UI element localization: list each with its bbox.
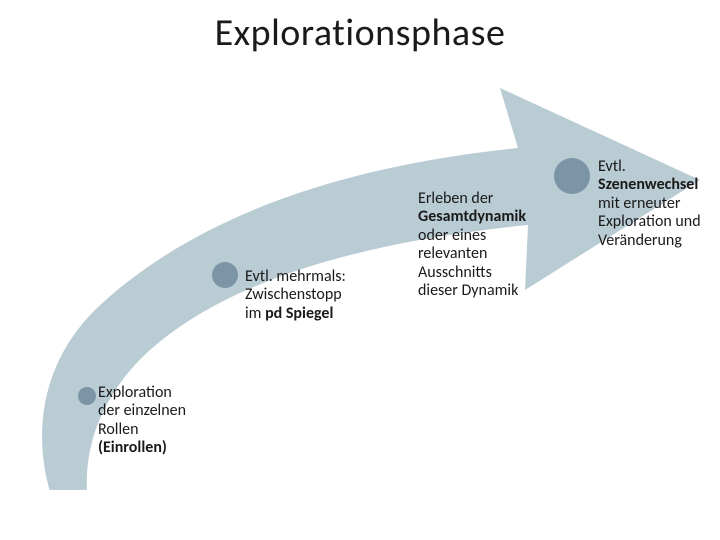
page-title: Explorationsphase [0, 10, 720, 56]
node-label-n4: Evtl.Szenenwechselmit erneuterExploratio… [598, 158, 718, 250]
diagram-stage: Explorationsphase Explorationder einzeln… [0, 0, 720, 540]
node-label-n1: Explorationder einzelnenRollen(Einrollen… [98, 384, 238, 458]
node-dot-n2 [212, 262, 238, 288]
node-dot-n1 [78, 387, 96, 405]
node-label-n3: Erleben derGesamtdynamikoder einesreleva… [418, 190, 568, 300]
node-dot-n4 [554, 158, 590, 194]
node-label-n2: Evtl. mehrmals:Zwischenstoppim pd Spiege… [245, 268, 405, 323]
